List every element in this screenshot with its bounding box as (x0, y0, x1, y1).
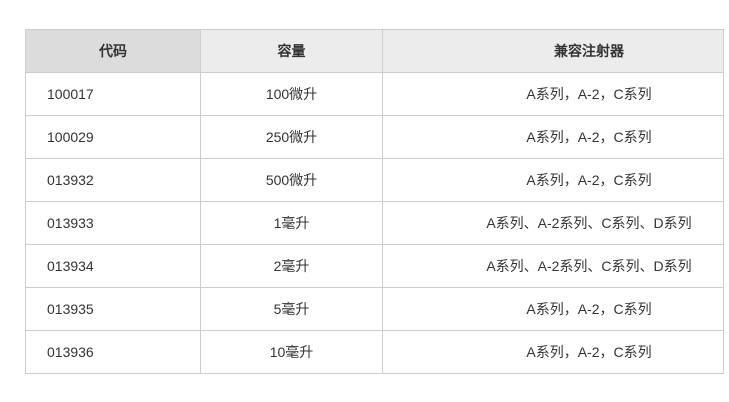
cell-syringes: A系列，A-2，C系列 (382, 287, 724, 331)
cell-syringes: A系列，A-2，C系列 (382, 115, 724, 159)
cell-capacity: 5毫升 (200, 287, 383, 331)
product-spec-table-wrap: 代码 容量 兼容注射器 100017 100微升 A系列，A-2，C系列 100029… (25, 29, 724, 374)
table-row: 100029 250微升 A系列，A-2，C系列 (25, 115, 724, 159)
cell-code: 013933 (25, 201, 201, 245)
cell-code: 100017 (25, 72, 201, 116)
cell-capacity: 10毫升 (200, 330, 383, 374)
cell-capacity: 2毫升 (200, 244, 383, 288)
cell-syringes: A系列，A-2，C系列 (382, 158, 724, 202)
cell-syringes: A系列，A-2，C系列 (382, 72, 724, 116)
table-row: 100017 100微升 A系列，A-2，C系列 (25, 72, 724, 116)
cell-capacity: 1毫升 (200, 201, 383, 245)
cell-capacity: 250微升 (200, 115, 383, 159)
header-cell-syringes: 兼容注射器 (382, 29, 724, 73)
cell-code: 013935 (25, 287, 201, 331)
product-spec-table: 代码 容量 兼容注射器 100017 100微升 A系列，A-2，C系列 100029… (25, 29, 724, 374)
cell-code: 100029 (25, 115, 201, 159)
header-cell-capacity: 容量 (200, 29, 383, 73)
cell-capacity: 100微升 (200, 72, 383, 116)
cell-code: 013936 (25, 330, 201, 374)
table-row: 013933 1毫升 A系列、A-2系列、C系列、D系列 (25, 201, 724, 245)
cell-syringes: A系列，A-2，C系列 (382, 330, 724, 374)
table-row: 013936 10毫升 A系列，A-2，C系列 (25, 330, 724, 374)
cell-capacity: 500微升 (200, 158, 383, 202)
header-cell-code: 代码 (25, 29, 201, 73)
table-header: 代码 容量 兼容注射器 (25, 29, 724, 73)
table-row: 013934 2毫升 A系列、A-2系列、C系列、D系列 (25, 244, 724, 288)
cell-syringes: A系列、A-2系列、C系列、D系列 (382, 244, 724, 288)
table-body: 100017 100微升 A系列，A-2，C系列 100029 250微升 A系列，A-2… (25, 72, 724, 374)
cell-syringes: A系列、A-2系列、C系列、D系列 (382, 201, 724, 245)
cell-code: 013932 (25, 158, 201, 202)
table-row: 013932 500微升 A系列，A-2，C系列 (25, 158, 724, 202)
table-row: 013935 5毫升 A系列，A-2，C系列 (25, 287, 724, 331)
cell-code: 013934 (25, 244, 201, 288)
header-row: 代码 容量 兼容注射器 (25, 29, 724, 73)
